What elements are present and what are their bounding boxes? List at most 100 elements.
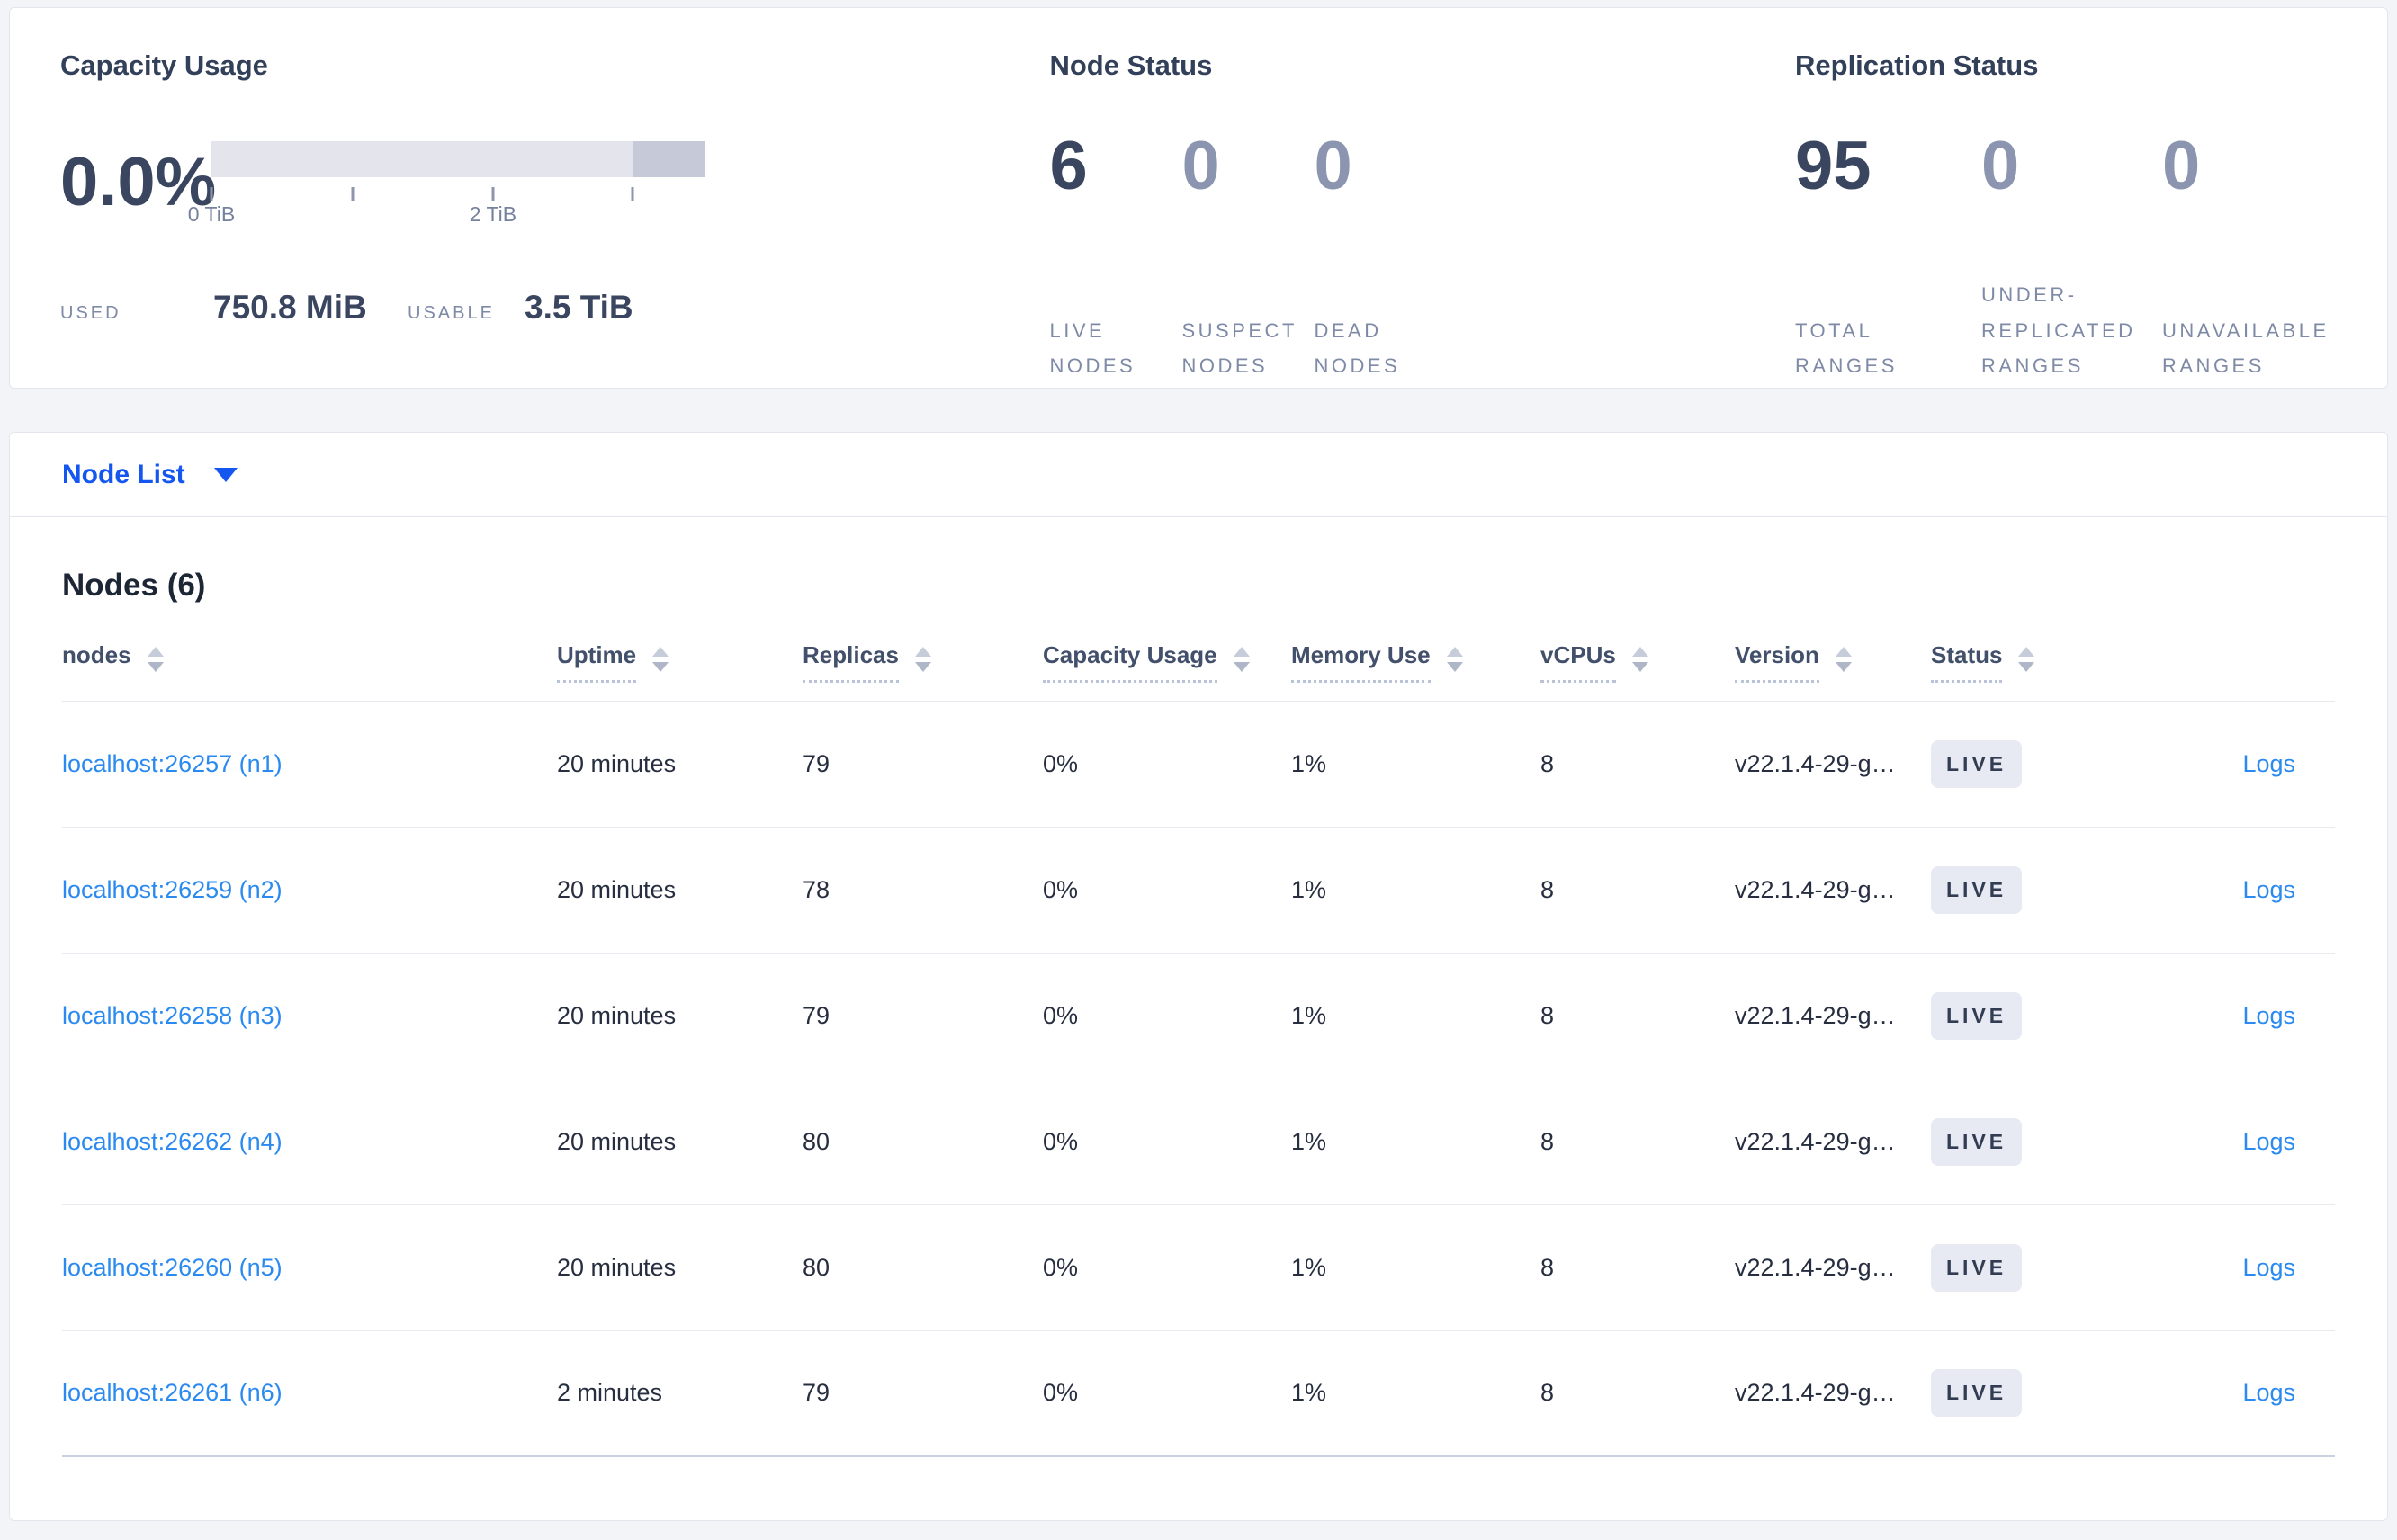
axis-label-2tib: 2 TiB <box>469 202 517 226</box>
status-badge: LIVE <box>1931 1118 2023 1166</box>
capacity-bar-usable-segment <box>211 141 633 177</box>
cell-logs: Logs <box>2129 750 2335 778</box>
total-ranges-label: TOTAL RANGES <box>1795 318 1898 378</box>
logs-link[interactable]: Logs <box>2242 1254 2295 1281</box>
cell-vcpus: 8 <box>1540 750 1555 777</box>
column-header-label: nodes <box>62 641 131 668</box>
sort-arrows-icon[interactable] <box>1631 647 1648 672</box>
nodes-table-body: localhost:26257 (n1) 20 minutes 79 0% 1% 8 v22… <box>62 702 2335 1457</box>
cell-logs: Logs <box>2129 1379 2335 1407</box>
sort-up-icon <box>914 647 931 657</box>
cell-version: v22.1.4-29-g… <box>1735 1128 1896 1155</box>
cell-capacity: 0% <box>1043 876 1079 903</box>
column-header-uptime[interactable]: Uptime <box>557 641 803 683</box>
capacity-percent-value: 0.0% <box>60 144 217 220</box>
node-link[interactable]: localhost:26258 (n3) <box>62 1002 283 1029</box>
cell-uptime: 20 minutes <box>557 1254 677 1281</box>
column-header-nodes[interactable]: nodes <box>62 641 557 683</box>
cell-memory: 1% <box>1291 1128 1327 1155</box>
under-replicated-ranges-value: 0 <box>1981 128 2020 204</box>
unavailable-ranges-value: 0 <box>2162 128 2201 204</box>
node-link[interactable]: localhost:26257 (n1) <box>62 750 283 777</box>
under-replicated-ranges-label: UNDER-REPLICATED RANGES <box>1981 283 2136 378</box>
logs-link[interactable]: Logs <box>2242 1379 2295 1406</box>
logs-link[interactable]: Logs <box>2242 1002 2295 1029</box>
sort-arrows-icon[interactable] <box>2018 647 2035 672</box>
live-nodes-stat: 6 LIVE NODES <box>1049 132 1181 384</box>
column-header-label: Version <box>1735 641 1819 683</box>
cell-capacity: 0% <box>1043 750 1079 777</box>
column-header-capacity-usage[interactable]: Capacity Usage <box>1043 641 1291 683</box>
sort-arrows-icon[interactable] <box>914 647 931 672</box>
caret-down-icon <box>213 467 238 482</box>
node-link[interactable]: localhost:26262 (n4) <box>62 1128 283 1155</box>
column-header-label: Replicas <box>803 641 899 683</box>
capacity-usage-title: Capacity Usage <box>60 49 268 81</box>
replication-status-title: Replication Status <box>1795 49 2039 81</box>
sort-up-icon <box>1446 647 1463 657</box>
cell-vcpus: 8 <box>1540 1379 1555 1406</box>
sort-arrows-icon[interactable] <box>652 647 669 672</box>
total-ranges-stat: 95 TOTAL RANGES <box>1795 132 1981 384</box>
column-header-version[interactable]: Version <box>1735 641 1931 683</box>
cell-replicas: 78 <box>803 876 830 903</box>
column-header-memory-use[interactable]: Memory Use <box>1291 641 1540 683</box>
suspect-nodes-label: SUSPECT NODES <box>1181 318 1297 378</box>
logs-link[interactable]: Logs <box>2242 750 2295 777</box>
cell-version: v22.1.4-29-g… <box>1735 1002 1896 1029</box>
sort-down-icon <box>1835 662 1852 672</box>
cell-node: localhost:26258 (n3) <box>62 1002 557 1030</box>
used-label: USED <box>60 303 121 323</box>
cell-status: LIVE <box>1931 866 2129 914</box>
sort-arrows-icon[interactable] <box>1233 647 1250 672</box>
capacity-axis-labels: 0 TiB 2 TiB <box>188 202 705 231</box>
cell-replicas: 80 <box>803 1254 830 1281</box>
logs-link[interactable]: Logs <box>2242 1128 2295 1155</box>
node-link[interactable]: localhost:26260 (n5) <box>62 1254 283 1281</box>
cell-vcpus: 8 <box>1540 1128 1555 1155</box>
node-link[interactable]: localhost:26261 (n6) <box>62 1379 283 1406</box>
table-row: localhost:26262 (n4) 20 minutes 80 0% 1% 8 v22… <box>62 1079 2335 1205</box>
nodes-table-panel: Nodes (6) nodes Uptime Replicas Capacity Us… <box>10 517 2387 1520</box>
cell-uptime: 20 minutes <box>557 750 677 777</box>
table-row: localhost:26259 (n2) 20 minutes 78 0% 1% 8 v22… <box>62 828 2335 954</box>
sort-down-icon <box>652 662 669 672</box>
column-header-label: Memory Use <box>1291 641 1431 683</box>
cell-logs: Logs <box>2129 1002 2335 1030</box>
sort-down-icon <box>2018 662 2035 672</box>
cell-memory: 1% <box>1291 1379 1327 1406</box>
cell-uptime: 20 minutes <box>557 1128 677 1155</box>
replication-status-section: Replication Status 95 TOTAL RANGES 0 UND… <box>1795 49 2387 388</box>
suspect-nodes-stat: 0 SUSPECT NODES <box>1181 132 1314 384</box>
table-row: localhost:26257 (n1) 20 minutes 79 0% 1% 8 v22… <box>62 702 2335 828</box>
cell-version: v22.1.4-29-g… <box>1735 876 1896 903</box>
column-header-status[interactable]: Status <box>1931 641 2129 683</box>
usable-label: USABLE <box>408 303 495 323</box>
view-selector-dropdown[interactable]: Node List <box>10 433 2387 517</box>
cell-version: v22.1.4-29-g… <box>1735 750 1896 777</box>
sort-arrows-icon[interactable] <box>1835 647 1852 672</box>
logs-link[interactable]: Logs <box>2242 876 2295 903</box>
table-row: localhost:26260 (n5) 20 minutes 80 0% 1% 8 v22… <box>62 1205 2335 1331</box>
cell-status: LIVE <box>1931 1369 2129 1417</box>
cell-vcpus: 8 <box>1540 876 1555 903</box>
dead-nodes-label: DEAD NODES <box>1314 318 1401 378</box>
column-header-replicas[interactable]: Replicas <box>803 641 1043 683</box>
cell-node: localhost:26261 (n6) <box>62 1379 557 1407</box>
node-link[interactable]: localhost:26259 (n2) <box>62 876 283 903</box>
cell-node: localhost:26260 (n5) <box>62 1254 557 1282</box>
column-header-vcpus[interactable]: vCPUs <box>1540 641 1735 683</box>
total-ranges-value: 95 <box>1795 128 1872 204</box>
cell-uptime: 2 minutes <box>557 1379 663 1406</box>
cell-status: LIVE <box>1931 1244 2129 1292</box>
cluster-summary-card: Capacity Usage 0.0% 0 TiB 2 TiB <box>9 7 2388 389</box>
column-header-label: vCPUs <box>1540 641 1616 683</box>
sort-down-icon <box>147 662 164 672</box>
live-nodes-value: 6 <box>1049 128 1088 204</box>
cell-logs: Logs <box>2129 876 2335 904</box>
cell-memory: 1% <box>1291 1254 1327 1281</box>
cell-replicas: 79 <box>803 750 830 777</box>
sort-arrows-icon[interactable] <box>147 647 164 672</box>
sort-arrows-icon[interactable] <box>1446 647 1463 672</box>
status-badge: LIVE <box>1931 1369 2023 1417</box>
